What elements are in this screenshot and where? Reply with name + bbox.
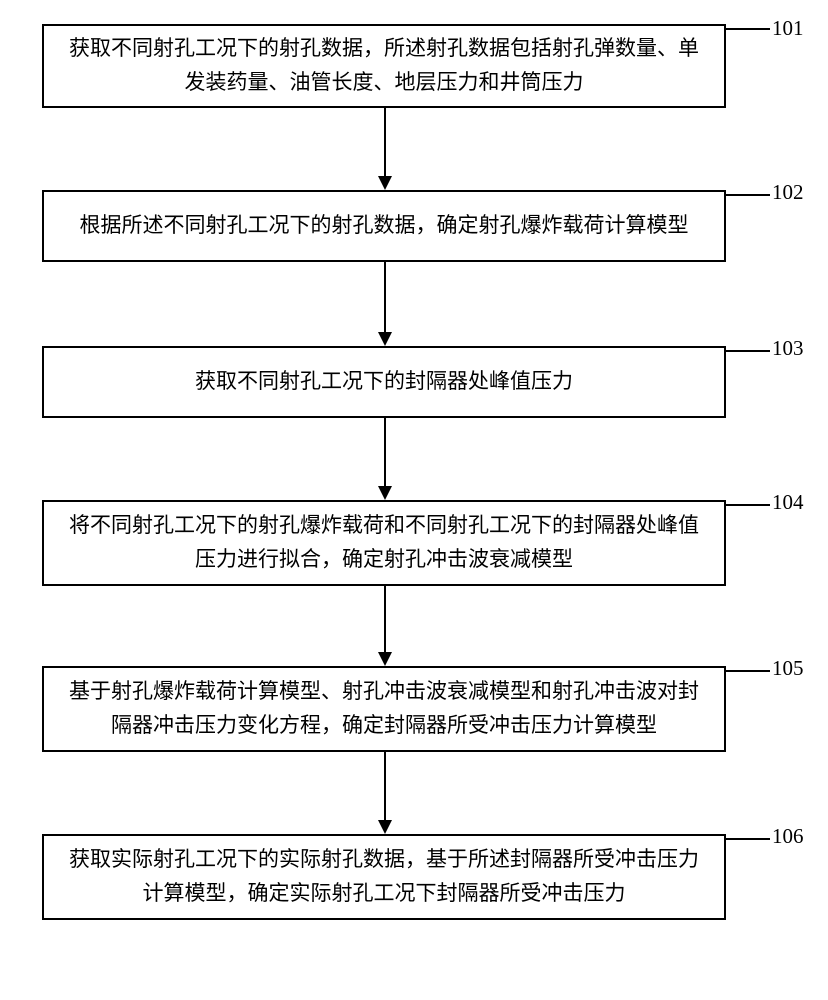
arrow-3: [384, 418, 386, 488]
step-label-106: 106: [772, 824, 804, 849]
step-text-106: 获取实际射孔工况下的实际射孔数据，基于所述封隔器所受冲击压力计算模型，确定实际射…: [60, 843, 708, 910]
arrow-head-1: [378, 176, 392, 190]
arrow-1: [384, 108, 386, 178]
step-box-106: 获取实际射孔工况下的实际射孔数据，基于所述封隔器所受冲击压力计算模型，确定实际射…: [42, 834, 726, 920]
step-id-101: 101: [772, 16, 804, 40]
step-text-101: 获取不同射孔工况下的射孔数据，所述射孔数据包括射孔弹数量、单发装药量、油管长度、…: [60, 32, 708, 99]
label-line-106: [726, 838, 770, 840]
step-label-104: 104: [772, 490, 804, 515]
step-text-102: 根据所述不同射孔工况下的射孔数据，确定射孔爆炸载荷计算模型: [80, 209, 689, 243]
arrow-head-5: [378, 820, 392, 834]
step-text-104: 将不同射孔工况下的射孔爆炸载荷和不同射孔工况下的封隔器处峰值压力进行拟合，确定射…: [60, 509, 708, 576]
label-line-105: [726, 670, 770, 672]
step-label-105: 105: [772, 656, 804, 681]
step-box-104: 将不同射孔工况下的射孔爆炸载荷和不同射孔工况下的封隔器处峰值压力进行拟合，确定射…: [42, 500, 726, 586]
step-text-103: 获取不同射孔工况下的封隔器处峰值压力: [195, 365, 573, 399]
label-line-103: [726, 350, 770, 352]
step-label-102: 102: [772, 180, 804, 205]
arrow-2: [384, 262, 386, 334]
step-box-102: 根据所述不同射孔工况下的射孔数据，确定射孔爆炸载荷计算模型: [42, 190, 726, 262]
step-id-106: 106: [772, 824, 804, 848]
step-label-103: 103: [772, 336, 804, 361]
step-id-104: 104: [772, 490, 804, 514]
arrow-head-4: [378, 652, 392, 666]
label-line-102: [726, 194, 770, 196]
arrow-head-3: [378, 486, 392, 500]
step-id-103: 103: [772, 336, 804, 360]
arrow-5: [384, 752, 386, 822]
step-id-105: 105: [772, 656, 804, 680]
step-box-105: 基于射孔爆炸载荷计算模型、射孔冲击波衰减模型和射孔冲击波对封隔器冲击压力变化方程…: [42, 666, 726, 752]
arrow-head-2: [378, 332, 392, 346]
label-line-104: [726, 504, 770, 506]
label-line-101: [726, 28, 770, 30]
step-id-102: 102: [772, 180, 804, 204]
arrow-4: [384, 586, 386, 654]
flowchart-container: 获取不同射孔工况下的射孔数据，所述射孔数据包括射孔弹数量、单发装药量、油管长度、…: [0, 0, 828, 1000]
step-label-101: 101: [772, 16, 804, 41]
step-box-103: 获取不同射孔工况下的封隔器处峰值压力: [42, 346, 726, 418]
step-text-105: 基于射孔爆炸载荷计算模型、射孔冲击波衰减模型和射孔冲击波对封隔器冲击压力变化方程…: [60, 675, 708, 742]
step-box-101: 获取不同射孔工况下的射孔数据，所述射孔数据包括射孔弹数量、单发装药量、油管长度、…: [42, 24, 726, 108]
